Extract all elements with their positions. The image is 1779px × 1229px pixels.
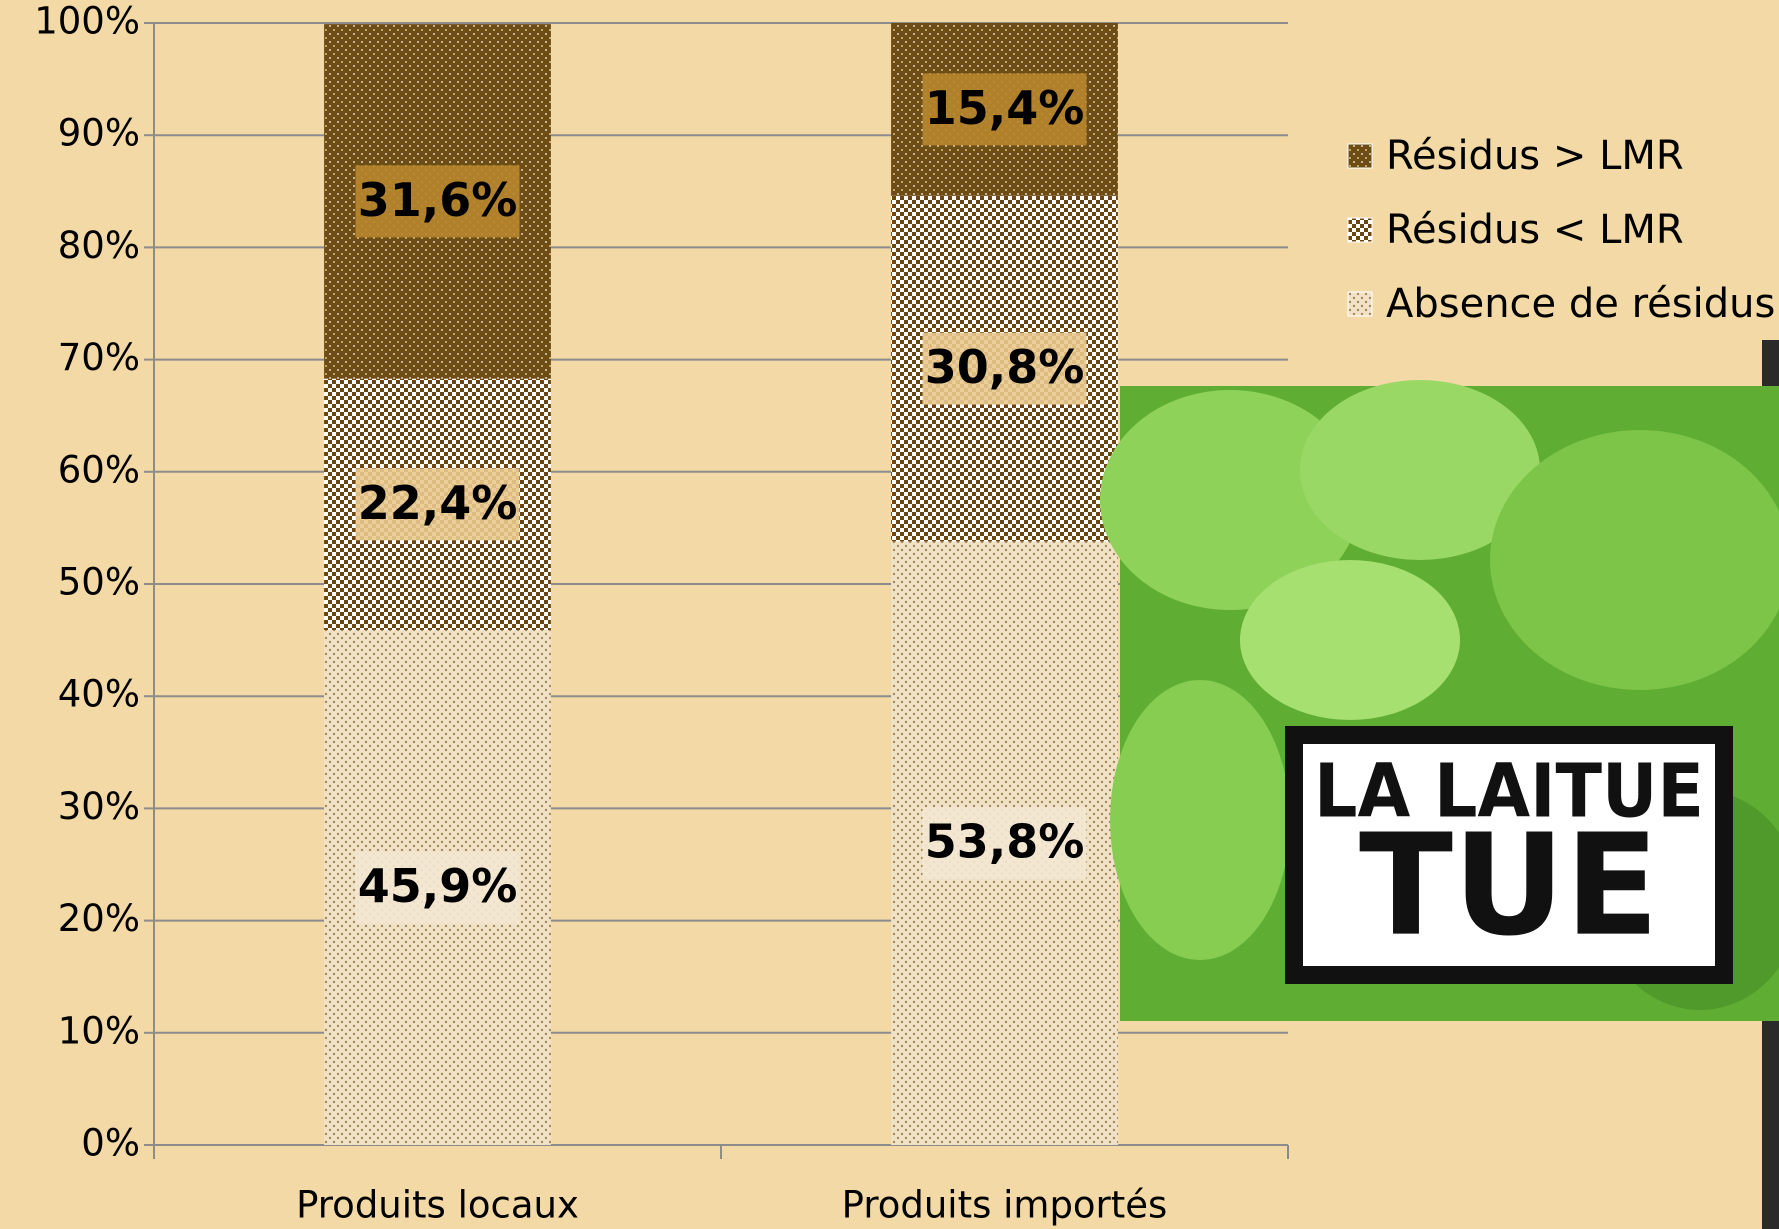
x-tick-label: Produits importés [842, 1184, 1168, 1227]
legend-swatch [1347, 143, 1373, 169]
y-tick-label: 0% [81, 1122, 140, 1165]
x-tick-label: Produits locaux [296, 1184, 579, 1227]
y-tick-label: 100% [34, 0, 140, 43]
value-label-bg [355, 468, 520, 541]
value-label: 45,9% [358, 859, 518, 913]
value-label: 53,8% [925, 815, 1085, 869]
y-tick-label: 10% [58, 1009, 140, 1052]
lettuce-photo [1100, 380, 1779, 1021]
value-label: 22,4% [358, 476, 518, 530]
y-tick-label: 70% [58, 336, 140, 379]
legend-swatch [1347, 217, 1373, 243]
y-tick-label: 90% [58, 112, 140, 155]
value-label-bg [355, 851, 520, 924]
y-tick-label: 30% [58, 785, 140, 828]
overlay-line: LA LAITUE [1314, 749, 1704, 835]
value-label-bg [355, 165, 520, 238]
value-label: 31,6% [358, 173, 518, 227]
legend-label: Absence de résidus [1386, 281, 1775, 327]
y-tick-label: 60% [58, 448, 140, 491]
value-label-bg [922, 332, 1087, 405]
overlay-line: TUE [1359, 805, 1659, 968]
value-label-bg [922, 73, 1087, 146]
value-label: 30,8% [925, 340, 1085, 394]
legend-swatch [1347, 291, 1373, 317]
y-tick-label: 80% [58, 224, 140, 267]
value-label-bg [922, 807, 1087, 880]
legend-label: Résidus < LMR [1386, 207, 1684, 253]
value-label: 15,4% [925, 81, 1085, 135]
y-tick-label: 20% [58, 897, 140, 940]
y-tick-label: 40% [58, 673, 140, 716]
legend-label: Résidus > LMR [1386, 133, 1684, 179]
y-tick-label: 50% [58, 561, 140, 604]
